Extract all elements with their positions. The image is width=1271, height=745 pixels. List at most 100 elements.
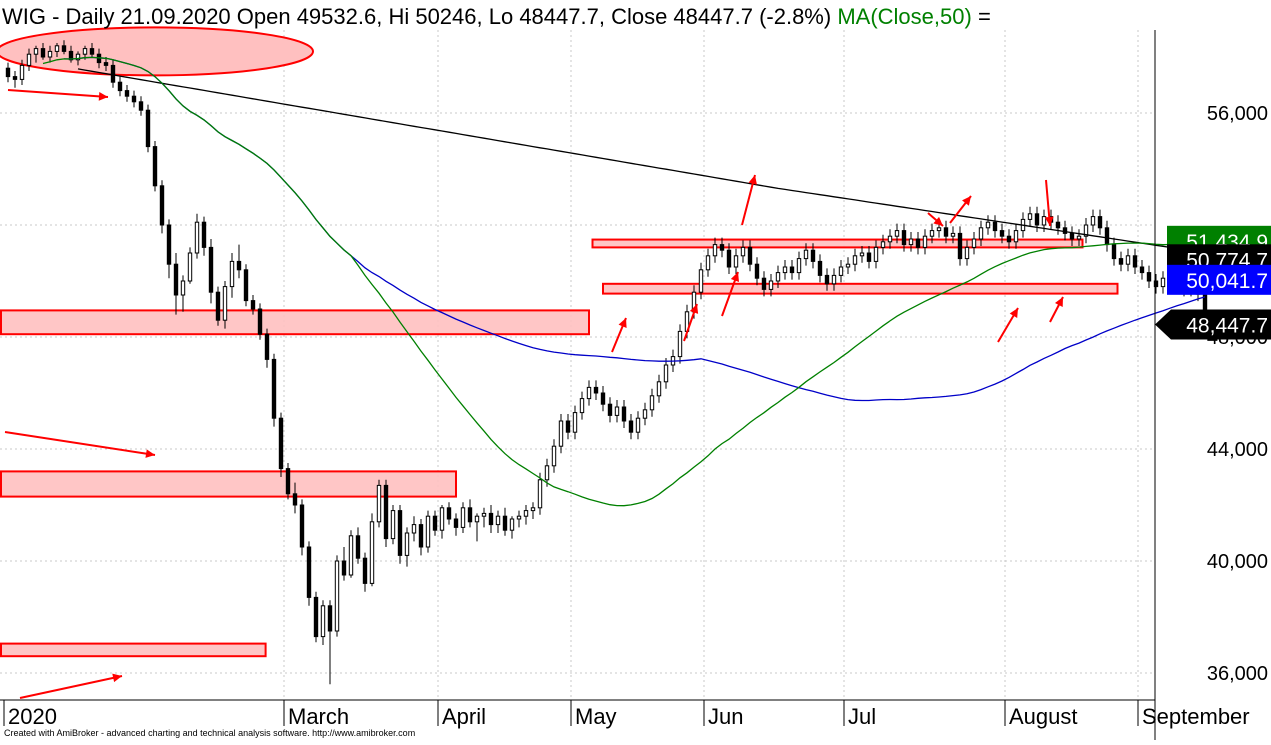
candle-body xyxy=(1006,235,1012,243)
candle-body xyxy=(1027,213,1033,220)
candle-body xyxy=(887,235,893,243)
candle-body xyxy=(397,510,403,556)
footer-credit: Created with AmiBroker - advanced charti… xyxy=(4,728,416,738)
grid xyxy=(0,30,1155,700)
candle-body xyxy=(929,230,935,237)
candle-body xyxy=(1076,235,1082,240)
zone-box xyxy=(0,470,457,498)
arrow-head xyxy=(1009,308,1018,318)
candle-body xyxy=(54,45,60,52)
candle-body xyxy=(1097,216,1103,229)
candle-body xyxy=(761,277,767,290)
price-tag-label: 50,041.7 xyxy=(1186,270,1268,293)
candle-body xyxy=(1146,272,1152,282)
candle-body xyxy=(250,300,256,310)
candle-body xyxy=(1041,216,1047,226)
candle-body xyxy=(992,221,998,232)
candle-body xyxy=(68,50,74,61)
candle-body xyxy=(166,224,172,265)
zone-box xyxy=(0,642,267,658)
candle-body xyxy=(537,479,543,509)
arrow-head xyxy=(1054,297,1063,307)
candle-body xyxy=(845,263,851,268)
candle-body xyxy=(306,546,312,598)
price-tag-bg xyxy=(1155,309,1271,340)
candle-body xyxy=(481,512,487,517)
candle-body xyxy=(1132,255,1138,268)
candle-body xyxy=(320,605,326,638)
candle-body xyxy=(901,230,907,246)
arrow-head xyxy=(1044,216,1054,226)
candle-body xyxy=(656,381,662,397)
candle-body xyxy=(12,76,18,80)
candle-body xyxy=(334,560,340,632)
candle-body xyxy=(551,445,557,467)
title-suffix: = xyxy=(977,4,991,29)
candle-body xyxy=(383,484,389,540)
candle-body xyxy=(1153,280,1159,288)
price-tags: 51,434.950,774.750,041.748,447.7 xyxy=(1155,225,1271,340)
candle-body xyxy=(376,484,382,523)
candle-body xyxy=(922,235,928,248)
y-tick-label: 44,000 xyxy=(1207,439,1268,461)
candle-body xyxy=(82,48,88,55)
candle-body xyxy=(187,252,193,282)
candle-body xyxy=(894,230,900,237)
x-tick-label: March xyxy=(288,704,349,729)
x-tick-label: May xyxy=(575,704,617,729)
candle-body xyxy=(971,238,977,248)
candle-body xyxy=(208,246,214,293)
arrow-line xyxy=(7,89,109,98)
candle-body xyxy=(152,146,158,187)
candle-body xyxy=(495,515,501,526)
candle-body xyxy=(131,95,137,103)
candle-body xyxy=(173,263,179,296)
candle-body xyxy=(978,227,984,240)
candle-body xyxy=(950,232,956,237)
candle-body xyxy=(796,258,802,274)
candle-body xyxy=(880,241,886,248)
candle-body xyxy=(509,518,515,531)
candle-body xyxy=(75,53,81,61)
candle-body xyxy=(278,417,284,470)
candle-body xyxy=(621,406,627,422)
candle-body xyxy=(390,510,396,540)
candle-body xyxy=(26,53,32,66)
candle-body xyxy=(698,269,704,293)
candle-body xyxy=(215,291,221,321)
arrow-head xyxy=(98,92,108,101)
candle-body xyxy=(985,221,991,229)
candle-body xyxy=(579,398,585,414)
candle-body xyxy=(341,560,347,576)
arrow-head xyxy=(112,673,122,683)
support-resistance-zones xyxy=(0,26,1119,658)
candle-body xyxy=(1083,224,1089,237)
candle-body xyxy=(194,221,200,254)
zone-ellipse xyxy=(0,26,314,77)
candle-body xyxy=(1055,221,1061,229)
candle-body xyxy=(915,238,921,248)
arrow-head xyxy=(748,175,757,185)
candle-body xyxy=(754,263,760,279)
candle-body xyxy=(936,227,942,232)
zone-box xyxy=(0,309,590,336)
arrow-line xyxy=(19,675,123,699)
candle-body xyxy=(642,409,648,419)
candle-body xyxy=(439,507,445,531)
candle-body xyxy=(768,280,774,290)
candle-body xyxy=(999,230,1005,237)
candle-body xyxy=(19,64,25,80)
candle-body xyxy=(635,417,641,433)
candle-body xyxy=(859,252,865,257)
candle-body xyxy=(103,62,109,66)
candle-body xyxy=(516,515,522,520)
candle-body xyxy=(1034,213,1040,226)
ma-100-line xyxy=(63,56,1206,402)
price-tag-label: 48,447.7 xyxy=(1186,314,1268,337)
candle-body xyxy=(446,507,452,520)
candle-body xyxy=(229,260,235,288)
candle-body xyxy=(467,507,473,523)
x-tick-label: Jul xyxy=(848,704,876,729)
candlesticks xyxy=(5,40,1208,685)
